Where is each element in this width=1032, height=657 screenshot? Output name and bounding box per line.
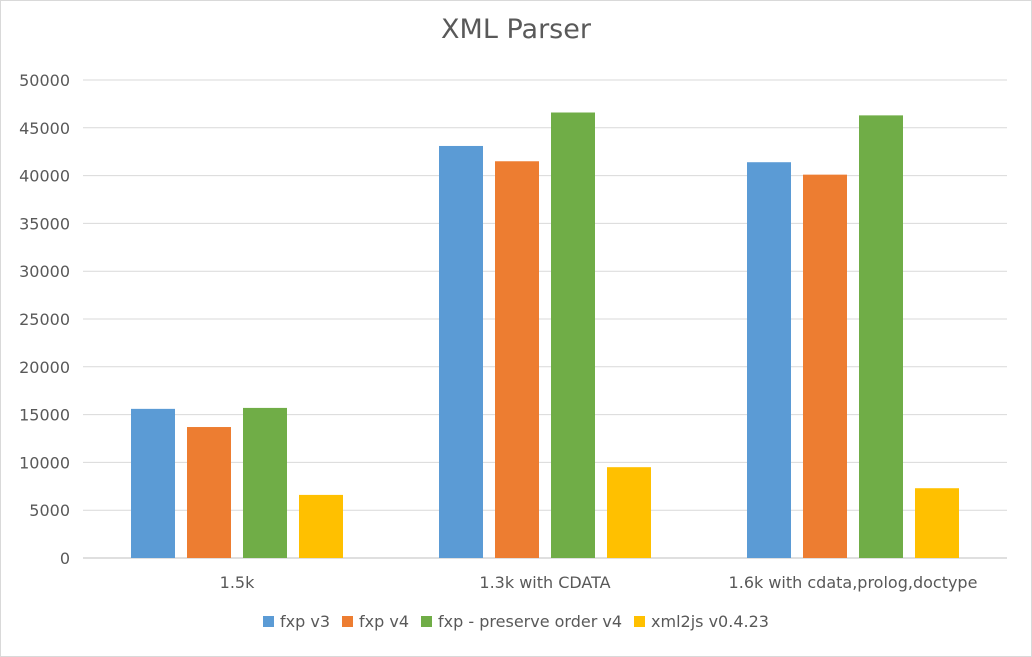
- y-tick-label: 10000: [19, 453, 70, 472]
- x-category-label: 1.6k with cdata,prolog,doctype: [729, 573, 978, 592]
- x-category-label: 1.3k with CDATA: [479, 573, 610, 592]
- bar: [551, 112, 595, 558]
- legend-label: fxp v3: [280, 612, 331, 631]
- y-tick-label: 40000: [19, 167, 70, 186]
- legend-swatch: [342, 616, 354, 627]
- bar: [859, 115, 903, 558]
- legend-swatch: [634, 616, 646, 627]
- y-tick-label: 15000: [19, 406, 70, 425]
- y-tick-label: 25000: [19, 310, 70, 329]
- bar: [439, 145, 483, 559]
- bar: [803, 174, 847, 559]
- chart-title: XML Parser: [441, 14, 591, 45]
- legend-swatch: [421, 616, 433, 627]
- bar: [747, 162, 791, 558]
- x-category-label: 1.5k: [220, 573, 255, 592]
- y-tick-label: 50000: [19, 71, 70, 90]
- y-tick-label: 35000: [19, 214, 70, 233]
- bar: [131, 408, 175, 558]
- y-tick-label: 5000: [29, 501, 70, 520]
- legend-item: fxp v3: [263, 612, 330, 631]
- legend: fxp v3 fxp v4 fxp - preserve order v4 xml2j…: [0, 612, 1032, 631]
- legend-swatch: [263, 616, 275, 627]
- bar: [915, 488, 959, 558]
- bar: [243, 407, 287, 558]
- y-tick-label: 20000: [19, 358, 70, 377]
- y-tick-label: 45000: [19, 119, 70, 138]
- legend-item: xml2js v0.4.23: [634, 612, 769, 631]
- bar: [607, 467, 651, 558]
- y-tick-label: 30000: [19, 262, 70, 281]
- legend-label: fxp - preserve order v4: [438, 612, 623, 631]
- legend-item: fxp v4: [342, 612, 409, 631]
- y-tick-label: 0: [60, 549, 70, 568]
- bar: [299, 494, 343, 558]
- legend-item: fxp - preserve order v4: [421, 612, 622, 631]
- bar: [187, 427, 231, 558]
- bar: [495, 161, 539, 558]
- legend-label: xml2js v0.4.23: [651, 612, 769, 631]
- legend-label: fxp v4: [359, 612, 410, 631]
